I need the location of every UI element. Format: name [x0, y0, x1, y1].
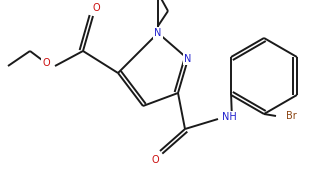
Text: O: O [151, 155, 159, 165]
Text: N: N [184, 54, 192, 64]
Text: O: O [92, 3, 100, 13]
Text: N: N [154, 28, 162, 38]
Text: NH: NH [222, 112, 237, 122]
Text: O: O [42, 58, 50, 68]
Text: Br: Br [286, 111, 297, 121]
